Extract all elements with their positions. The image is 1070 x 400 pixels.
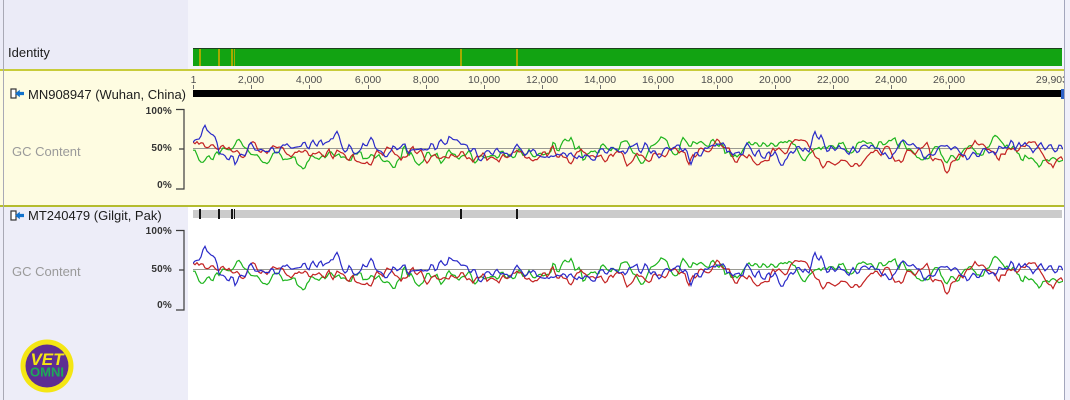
svg-text:VET: VET — [30, 350, 65, 369]
svg-text:OMNI: OMNI — [30, 365, 64, 380]
